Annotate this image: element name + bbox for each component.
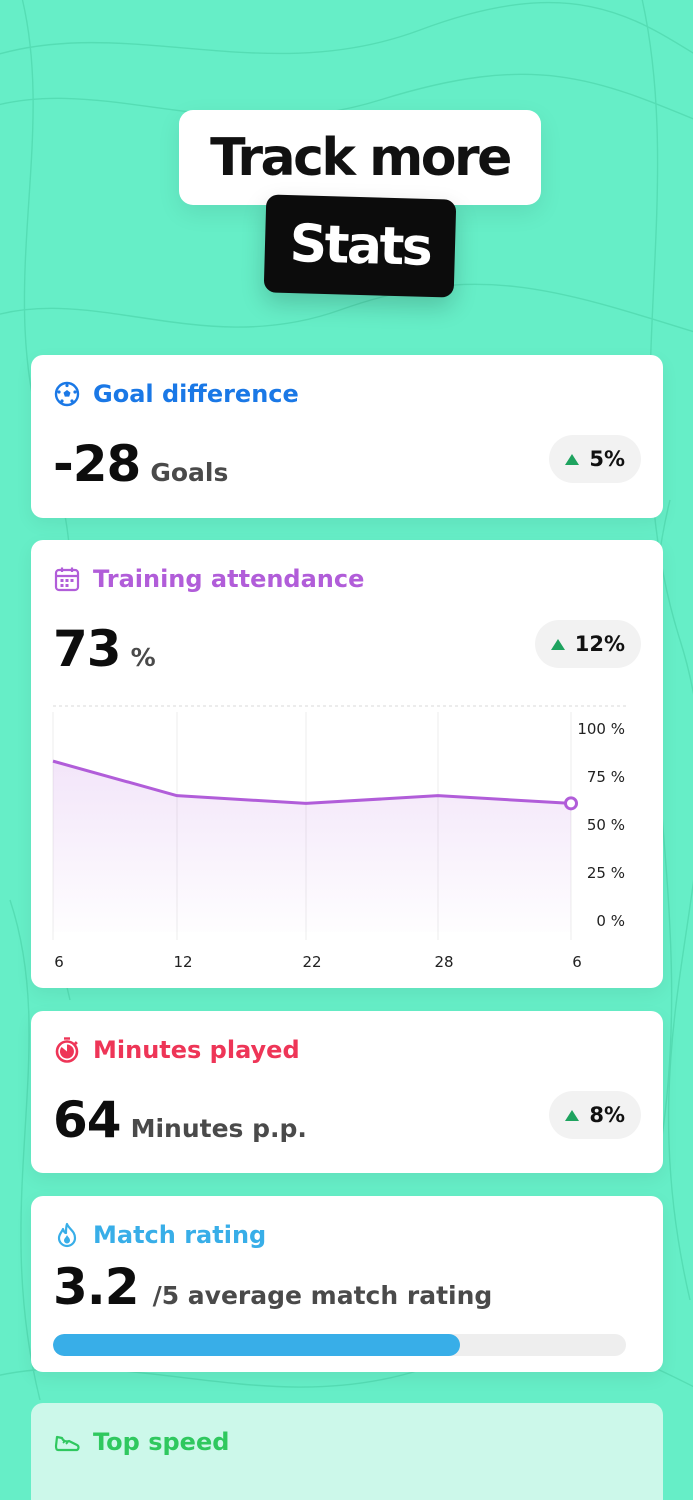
match-rating-progress-fill [53, 1334, 460, 1356]
minutes-played-header: Minutes played [53, 1033, 300, 1067]
chart-x-tick: 28 [434, 953, 453, 971]
chart-y-tick: 0 % [596, 912, 625, 930]
goal-difference-title: Goal difference [93, 380, 299, 408]
chart-y-tick: 25 % [587, 864, 625, 882]
chart-x-tick: 6 [572, 953, 582, 971]
attendance-chart[interactable]: 6 12 22 28 6 100 % 75 % 50 % 25 % 0 % [31, 690, 663, 980]
chart-y-tick: 75 % [587, 768, 625, 786]
goal-difference-header: Goal difference [53, 377, 299, 411]
goal-difference-change-badge: 5% [549, 435, 641, 483]
soccer-ball-icon [54, 381, 80, 407]
minutes-played-value: 64 [53, 1091, 122, 1149]
chart-y-tick: 100 % [577, 720, 625, 738]
training-attendance-change-badge: 12% [534, 620, 641, 668]
stopwatch-icon [55, 1037, 79, 1063]
attendance-area [53, 761, 571, 932]
match-rating-progress [53, 1334, 626, 1356]
training-attendance-value-row: 73 % [53, 620, 156, 678]
chart-point-last[interactable] [564, 796, 578, 811]
minutes-played-change-badge: 8% [549, 1091, 641, 1139]
match-rating-header: Match rating [53, 1218, 266, 1252]
minutes-played-value-row: 64 Minutes p.p. [53, 1091, 307, 1149]
match-rating-card[interactable]: Match rating 3.2 /5 average match rating [31, 1196, 663, 1372]
match-rating-value: 3.2 [53, 1258, 140, 1316]
minutes-played-change: 8% [589, 1103, 625, 1127]
top-speed-title: Top speed [93, 1428, 230, 1456]
chart-x-tick: 22 [302, 953, 321, 971]
chart-x-tick: 6 [54, 953, 64, 971]
trend-up-icon [550, 638, 565, 650]
match-rating-title: Match rating [93, 1221, 267, 1249]
minutes-played-title: Minutes played [93, 1036, 300, 1064]
chart-y-tick: 50 % [587, 816, 625, 834]
hero-header: Track more Stats [0, 0, 693, 340]
calendar-icon [54, 567, 80, 592]
trend-up-icon [565, 1109, 580, 1121]
goal-difference-card[interactable]: Goal difference -28 Goals 5% [31, 355, 663, 518]
chart-x-tick: 12 [173, 953, 192, 971]
training-attendance-card[interactable]: Training attendance 73 % 12% 6 12 22 28 6 10… [31, 540, 663, 988]
minutes-played-unit: Minutes p.p. [130, 1114, 307, 1143]
goal-difference-value-row: -28 Goals [53, 435, 228, 493]
training-attendance-title: Training attendance [93, 565, 365, 593]
top-speed-header: Top speed [53, 1425, 229, 1459]
top-speed-card[interactable]: Top speed [31, 1403, 663, 1500]
training-attendance-unit: % [130, 643, 156, 672]
attendance-line [52, 759, 572, 805]
training-attendance-header: Training attendance [53, 562, 364, 596]
goal-difference-value: -28 [53, 435, 141, 493]
trend-up-icon [565, 453, 580, 465]
match-rating-unit: /5 average match rating [152, 1281, 493, 1310]
training-attendance-value: 73 [53, 620, 122, 678]
match-rating-value-row: 3.2 /5 average match rating [53, 1258, 492, 1316]
goal-difference-change: 5% [589, 447, 625, 471]
hero-title: Track more [179, 110, 541, 205]
training-attendance-change: 12% [574, 632, 625, 656]
goal-difference-unit: Goals [150, 458, 229, 487]
flame-icon [57, 1222, 77, 1248]
sneaker-icon [54, 1435, 80, 1452]
minutes-played-card[interactable]: Minutes played 64 Minutes p.p. 8% [31, 1011, 663, 1173]
hero-subtitle: Stats [263, 194, 457, 298]
